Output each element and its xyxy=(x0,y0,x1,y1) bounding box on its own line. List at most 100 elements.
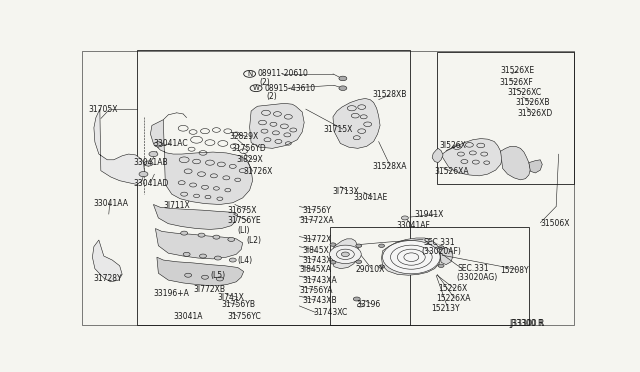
Text: SEC.331: SEC.331 xyxy=(458,264,490,273)
Bar xyxy=(437,52,573,183)
Text: J33300 R: J33300 R xyxy=(509,320,543,328)
Polygon shape xyxy=(333,99,380,148)
Text: 3l741X: 3l741X xyxy=(218,293,244,302)
Text: 31526XE: 31526XE xyxy=(500,67,535,76)
Text: 31526XA: 31526XA xyxy=(435,167,469,176)
Text: W: W xyxy=(253,85,259,91)
Circle shape xyxy=(330,261,336,264)
Text: 33041AE: 33041AE xyxy=(354,193,388,202)
Circle shape xyxy=(356,260,362,263)
Polygon shape xyxy=(332,239,359,269)
Text: 33041AC: 33041AC xyxy=(154,139,188,148)
Polygon shape xyxy=(157,257,244,286)
Circle shape xyxy=(341,252,349,257)
Text: 31726X: 31726X xyxy=(244,167,273,176)
Polygon shape xyxy=(432,148,443,163)
Text: 31756YB: 31756YB xyxy=(221,300,255,309)
Text: 15213Y: 15213Y xyxy=(431,304,460,313)
Text: (2): (2) xyxy=(260,78,270,87)
Text: (L4): (L4) xyxy=(237,256,253,265)
Text: 15226X: 15226X xyxy=(438,284,467,293)
Text: 3l711X: 3l711X xyxy=(163,201,190,210)
Text: N: N xyxy=(247,71,252,77)
Text: 33196+A: 33196+A xyxy=(154,289,189,298)
Text: 15226XA: 15226XA xyxy=(436,294,470,303)
Text: 31743X: 31743X xyxy=(302,256,332,264)
Circle shape xyxy=(229,258,236,262)
Circle shape xyxy=(330,245,361,263)
Polygon shape xyxy=(150,120,253,205)
Circle shape xyxy=(183,252,190,256)
Text: 33041AF: 33041AF xyxy=(396,221,430,230)
Text: 31526XD: 31526XD xyxy=(518,109,553,118)
Text: 31528XB: 31528XB xyxy=(372,90,407,99)
Circle shape xyxy=(139,171,148,177)
Text: 33041AA: 33041AA xyxy=(93,199,129,208)
Text: 3l526X: 3l526X xyxy=(440,141,467,150)
Text: 31715X: 31715X xyxy=(323,125,353,134)
Text: (L2): (L2) xyxy=(246,236,261,246)
Polygon shape xyxy=(441,139,502,176)
Text: J33300 R: J33300 R xyxy=(511,320,545,328)
Text: 3l772XB: 3l772XB xyxy=(193,285,225,294)
Polygon shape xyxy=(529,160,542,173)
Circle shape xyxy=(198,233,205,237)
Text: 3l713X: 3l713X xyxy=(332,187,359,196)
Text: 08911-20610: 08911-20610 xyxy=(257,69,308,78)
Circle shape xyxy=(330,243,336,246)
Text: 31506X: 31506X xyxy=(540,219,570,228)
Text: SEC.331: SEC.331 xyxy=(423,238,455,247)
Circle shape xyxy=(213,235,220,239)
Text: 31743XC: 31743XC xyxy=(313,308,348,317)
Circle shape xyxy=(339,86,347,90)
Polygon shape xyxy=(500,146,531,180)
Text: (2): (2) xyxy=(266,92,276,101)
Bar xyxy=(330,227,529,326)
Text: 31756YC: 31756YC xyxy=(228,312,262,321)
Circle shape xyxy=(379,244,385,247)
Text: 31772X: 31772X xyxy=(302,235,332,244)
Polygon shape xyxy=(250,103,304,148)
Text: (L5): (L5) xyxy=(210,271,225,280)
Polygon shape xyxy=(440,247,453,264)
Circle shape xyxy=(353,297,360,301)
Text: 31756YA: 31756YA xyxy=(300,286,333,295)
Circle shape xyxy=(228,237,235,241)
Polygon shape xyxy=(92,240,122,282)
Circle shape xyxy=(438,246,444,249)
Text: (33020AG): (33020AG) xyxy=(456,273,497,282)
Circle shape xyxy=(149,151,158,157)
Circle shape xyxy=(214,256,221,260)
Text: 33041A: 33041A xyxy=(173,312,203,321)
Polygon shape xyxy=(156,228,243,259)
Text: 31941X: 31941X xyxy=(415,210,444,219)
Circle shape xyxy=(438,264,444,267)
Bar xyxy=(137,50,410,326)
Text: 31526XC: 31526XC xyxy=(508,88,541,97)
Text: 31675X: 31675X xyxy=(228,206,257,215)
Polygon shape xyxy=(154,205,237,230)
Text: 31772XA: 31772XA xyxy=(300,216,334,225)
Circle shape xyxy=(144,161,153,166)
Text: 31528XA: 31528XA xyxy=(372,162,407,171)
Text: 33041AD: 33041AD xyxy=(134,179,169,188)
Circle shape xyxy=(216,277,223,281)
Text: 3l829X: 3l829X xyxy=(236,155,263,164)
Text: 32829X: 32829X xyxy=(230,132,259,141)
Text: (Ll): (Ll) xyxy=(237,226,250,235)
Polygon shape xyxy=(381,238,441,275)
Circle shape xyxy=(154,142,163,147)
Circle shape xyxy=(379,265,385,268)
Text: 31756Y: 31756Y xyxy=(302,206,331,215)
Circle shape xyxy=(383,241,440,274)
Text: 31743XB: 31743XB xyxy=(302,296,337,305)
Text: 31743XA: 31743XA xyxy=(302,276,337,285)
Polygon shape xyxy=(94,109,145,185)
Text: 31728Y: 31728Y xyxy=(93,273,122,283)
Text: 29010X: 29010X xyxy=(355,265,385,274)
Text: 31526XB: 31526XB xyxy=(515,98,550,107)
Circle shape xyxy=(356,244,362,247)
Text: 3l845XA: 3l845XA xyxy=(300,265,332,274)
Circle shape xyxy=(180,231,188,235)
Text: 15208Y: 15208Y xyxy=(500,266,529,275)
